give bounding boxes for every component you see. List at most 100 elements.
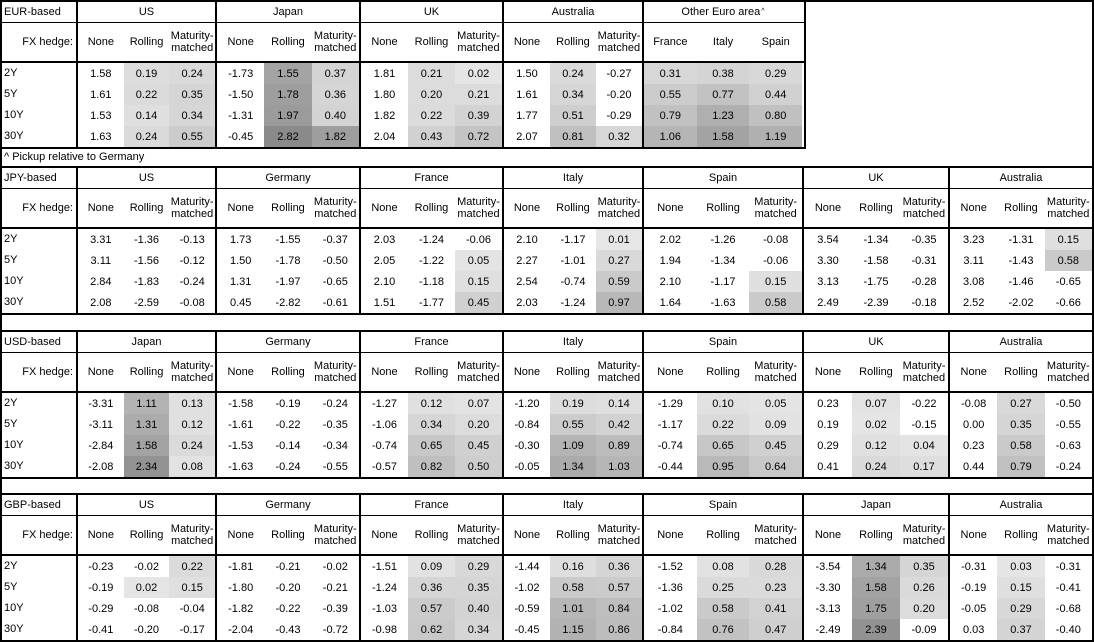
value-cell: -0.15 (900, 414, 948, 435)
column-header: Maturity-matched (902, 523, 946, 547)
value-cell: 0.45 (455, 435, 502, 456)
data-row: 30Y 2.08 -2.59 -0.08 0.45 -2.82 -0.61 1.51 -1.77… (2, 292, 1092, 313)
country-name: Japan (273, 6, 303, 18)
value-cell: 0.42 (596, 414, 642, 435)
value-cell: 1.06 (644, 126, 697, 147)
value-cell: -0.08 (169, 292, 215, 313)
column-header: Rolling (859, 366, 893, 378)
subheader-group: None Rolling Maturity-matched (76, 516, 215, 554)
country-header: Australia (948, 168, 1092, 188)
value-group: -1.20 0.19 0.14 (502, 393, 642, 414)
value-cell: -1.34 (696, 250, 750, 271)
value-group: 1.94 -1.34 -0.06 (642, 250, 802, 271)
value-cell: -1.78 (264, 250, 312, 271)
country-name: Australia (551, 6, 595, 18)
value-cell: 1.58 (90, 67, 112, 80)
column-header: Maturity-matched (170, 360, 214, 384)
value-cell: 1.61 (90, 88, 112, 101)
value-cell: 0.64 (749, 456, 802, 477)
value-cell: 0.26 (900, 577, 948, 598)
column-header: Maturity-matched (754, 360, 798, 384)
tenor-label: 5Y (4, 88, 18, 100)
value-cell: -0.29 (596, 105, 642, 126)
column-header: None (227, 36, 254, 48)
value-cell: 0.37 (311, 63, 359, 84)
value-cell: 0.43 (408, 126, 455, 147)
value-cell: -0.22 (264, 414, 312, 435)
value-cell: 0.79 (997, 456, 1045, 477)
value-group: 2.03 -1.24 0.97 (502, 292, 642, 313)
value-cell: 1.73 (229, 233, 252, 246)
subheader-group: None Rolling Maturity-matched (802, 516, 948, 554)
value-group: 0.41 0.24 0.17 (802, 456, 948, 477)
column-header: None (87, 366, 114, 378)
value-cell: -1.31 (228, 109, 254, 122)
tenor-label: 10Y (4, 602, 24, 614)
value-cell: 0.65 (408, 435, 455, 456)
value-cell: -2.82 (264, 292, 312, 313)
column-header: None (513, 36, 541, 48)
country-header: France (359, 168, 502, 188)
country-header: Italy (502, 168, 642, 188)
value-cell: -0.22 (900, 393, 948, 414)
value-cell: 0.31 (644, 63, 697, 84)
value-cell: 1.82 (311, 126, 359, 147)
value-cell: 1.97 (264, 105, 312, 126)
value-cell: 0.45 (229, 296, 252, 309)
value-group: 0.31 0.38 0.29 (642, 63, 802, 84)
value-cell: 0.41 (817, 460, 839, 473)
column-header: Maturity-matched (597, 523, 641, 547)
value-cell: -1.97 (264, 271, 312, 292)
value-group: 3.13 -1.75 -0.28 (802, 271, 948, 292)
column-header: Maturity-matched (754, 523, 798, 547)
tenor-label: 30Y (4, 296, 24, 308)
value-cell: -3.11 (88, 418, 113, 431)
value-cell: -1.63 (228, 460, 254, 473)
value-cell: 0.13 (169, 393, 215, 414)
value-cell: 2.10 (516, 233, 538, 246)
value-cell: -1.50 (228, 88, 254, 101)
value-cell: -0.18 (900, 292, 948, 313)
country-header: France (359, 495, 502, 515)
tenor-label: 5Y (4, 581, 18, 593)
value-group: -2.84 1.58 0.24 (76, 435, 215, 456)
value-cell: 0.15 (169, 577, 215, 598)
country-header: US (76, 2, 215, 22)
value-cell: -0.37 (311, 229, 359, 250)
value-cell: 3.13 (817, 275, 839, 288)
value-cell: -1.18 (408, 271, 455, 292)
value-cell: 0.44 (962, 460, 985, 473)
country-name: Germany (265, 172, 311, 184)
value-cell: 0.09 (749, 414, 802, 435)
country-header: UK (359, 2, 502, 22)
value-group: -1.27 0.12 0.07 (359, 393, 502, 414)
value-group: -1.02 0.58 0.41 (642, 598, 802, 619)
value-cell: 1.31 (123, 414, 170, 435)
value-cell: 0.55 (550, 414, 596, 435)
value-group: 0.03 0.37 -0.40 (948, 619, 1092, 640)
value-cell: 1.34 (852, 556, 900, 577)
value-cell: -1.17 (696, 271, 750, 292)
country-header: Spain (642, 168, 802, 188)
value-cell: 1.50 (229, 254, 252, 267)
column-header: Rolling (1004, 366, 1038, 378)
value-cell: 2.03 (516, 296, 538, 309)
base-currency-label: JPY-based (4, 172, 57, 184)
value-cell: -0.21 (264, 556, 312, 577)
data-row: 10Y -2.84 1.58 0.24 -1.53 -0.14 -0.34 -0.74 0.65… (2, 435, 1092, 456)
column-header: Rolling (859, 529, 893, 541)
value-cell: -0.20 (264, 577, 312, 598)
value-cell: -0.19 (264, 393, 312, 414)
value-group: 1.58 0.19 0.24 (76, 63, 215, 84)
subheader-group: None Rolling Maturity-matched (948, 189, 1092, 227)
value-cell: -1.01 (550, 250, 596, 271)
value-group: -1.80 -0.20 -0.21 (215, 577, 359, 598)
value-cell: 0.89 (596, 435, 642, 456)
column-header: Maturity-matched (313, 523, 357, 547)
column-header: None (960, 366, 987, 378)
column-header: Rolling (1004, 202, 1038, 214)
column-header: Rolling (129, 36, 164, 48)
country-header: Australia (502, 2, 642, 22)
value-cell: 0.58 (1044, 250, 1092, 271)
